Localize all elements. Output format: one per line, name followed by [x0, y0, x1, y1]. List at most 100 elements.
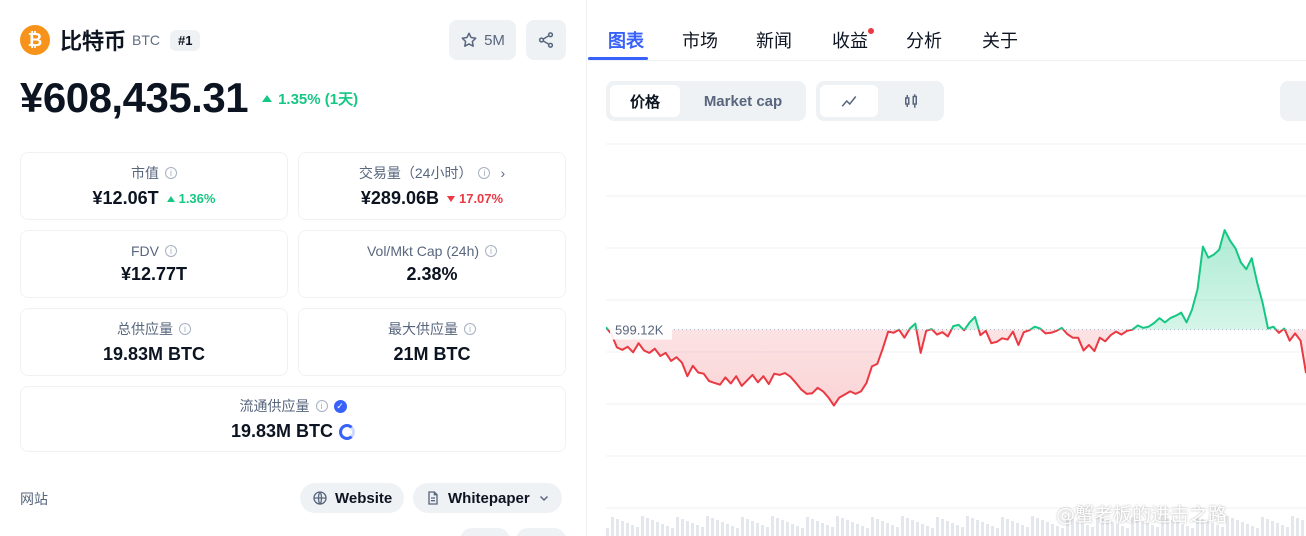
website-link-button[interactable]: Website	[300, 483, 405, 513]
volume-bar	[631, 525, 634, 536]
volume-bar	[711, 518, 714, 536]
volume-bar	[1251, 526, 1254, 536]
chart-options-button[interactable]	[1280, 81, 1306, 121]
tab-markets[interactable]: 市场	[682, 31, 718, 51]
volume-bar	[721, 522, 724, 536]
volume-bar	[876, 519, 879, 536]
vol-mkt-cap-label: Vol/Mkt Cap (24h)	[366, 243, 480, 259]
watchlist-button[interactable]: 5M	[449, 20, 516, 60]
volume-bar	[801, 528, 804, 536]
volume-bar	[781, 520, 784, 536]
volume-bar	[681, 519, 684, 536]
market-cap-toggle[interactable]: Market cap	[703, 92, 783, 110]
volume-bar	[1256, 528, 1259, 536]
market-cap-change: 1.36%	[166, 191, 215, 206]
info-icon[interactable]: i	[165, 167, 177, 179]
volume-bar	[1056, 526, 1059, 536]
volume-bar	[691, 523, 694, 536]
volume-bar	[1141, 521, 1144, 536]
social-link-button[interactable]	[516, 528, 566, 536]
price-chart-svg: 599.12K	[606, 143, 1306, 536]
volume-bar	[811, 519, 814, 536]
volume-bar	[746, 519, 749, 536]
volume-bar	[971, 518, 974, 536]
volume-bar	[946, 521, 949, 536]
website-section-label: 网站	[20, 491, 48, 507]
chart-type-toggle	[816, 81, 944, 121]
volume-bar	[1106, 520, 1109, 536]
volume-bar	[1076, 521, 1079, 536]
volume-bar	[1201, 519, 1204, 536]
volume-label: 交易量（24小时）	[358, 165, 473, 181]
volume-bar	[1291, 516, 1294, 536]
chevron-right-icon: ›	[500, 165, 506, 181]
volume-bar	[1126, 528, 1129, 536]
current-price: ¥608,435.31	[20, 74, 249, 121]
coin-symbol: BTC	[132, 32, 161, 48]
whitepaper-label: Whitepaper	[448, 489, 530, 507]
market-cap-label: 市值	[131, 165, 159, 181]
tab-analysis[interactable]: 分析	[906, 31, 942, 51]
circulating-supply-value: 19.83M BTC	[230, 421, 334, 441]
volume-bar	[641, 516, 644, 536]
info-icon[interactable]: i	[165, 245, 177, 257]
tab-about[interactable]: 关于	[982, 31, 1018, 51]
volume-bar	[661, 524, 664, 536]
volume-bar	[786, 522, 789, 536]
volume-bar	[966, 516, 969, 536]
verified-check-icon: ✓	[333, 399, 347, 413]
price-toggle[interactable]: 价格	[610, 85, 680, 117]
volume-bar	[836, 516, 839, 536]
fdv-label: FDV	[131, 243, 159, 259]
volume-bar	[916, 522, 919, 536]
volume-bar	[1211, 523, 1214, 536]
volume-bar	[656, 522, 659, 536]
share-button[interactable]	[526, 20, 566, 60]
volume-bar	[936, 517, 939, 536]
volume-bar	[1166, 518, 1169, 536]
tab-yield[interactable]: 收益	[832, 31, 868, 51]
volume-bar	[1216, 525, 1219, 536]
volume-bar	[941, 519, 944, 536]
info-icon[interactable]: i	[478, 167, 491, 179]
volume-bar	[1116, 524, 1119, 536]
star-icon	[461, 32, 477, 47]
volume-bar	[616, 519, 619, 536]
coin-name: 比特币	[60, 29, 127, 54]
info-icon[interactable]: i	[464, 323, 476, 335]
volume-bar	[1276, 523, 1279, 536]
price-chart: 599.12K	[606, 142, 1306, 536]
volume-bar	[951, 523, 954, 536]
volume-value: ¥289.06B	[360, 188, 439, 208]
volume-bar	[741, 517, 744, 536]
volume-bar	[896, 527, 899, 536]
info-icon[interactable]: i	[485, 245, 498, 257]
volume-bar	[1131, 517, 1134, 536]
info-icon[interactable]: i	[179, 323, 191, 335]
baseline-label: 599.12K	[615, 323, 664, 338]
volume-bar	[856, 524, 859, 536]
volume-bar	[696, 525, 699, 536]
info-icon[interactable]: i	[315, 400, 328, 412]
coin-overview-panel: ₿ 比特币 BTC #1 5M ¥608,435.31 1.35% (1天) 市…	[0, 0, 587, 536]
active-tab-indicator	[588, 57, 648, 60]
whitepaper-dropdown-button[interactable]: Whitepaper	[413, 483, 562, 513]
volume-bar	[646, 518, 649, 536]
candlestick-toggle[interactable]	[882, 85, 940, 117]
volume-bar	[706, 516, 709, 536]
chart-panel: 图表 市场 新闻 收益 分析 关于 价格 Market cap 599.12K	[588, 0, 1306, 536]
volume-bar	[1051, 524, 1054, 536]
volume-bar	[906, 518, 909, 536]
volume-bar	[1241, 522, 1244, 536]
volume-bar	[976, 520, 979, 536]
volume-bar	[991, 526, 994, 536]
tab-news[interactable]: 新闻	[756, 31, 792, 51]
tab-chart[interactable]: 图表	[608, 31, 644, 51]
volume-bar	[901, 516, 904, 536]
volume-bar	[1226, 516, 1229, 536]
social-link-button[interactable]	[460, 528, 510, 536]
volume-card[interactable]: 交易量（24小时） i › ¥289.06B 17.07%	[298, 152, 566, 220]
volume-bar	[1261, 517, 1264, 536]
line-chart-toggle[interactable]	[820, 85, 878, 117]
volume-bar	[611, 517, 614, 536]
